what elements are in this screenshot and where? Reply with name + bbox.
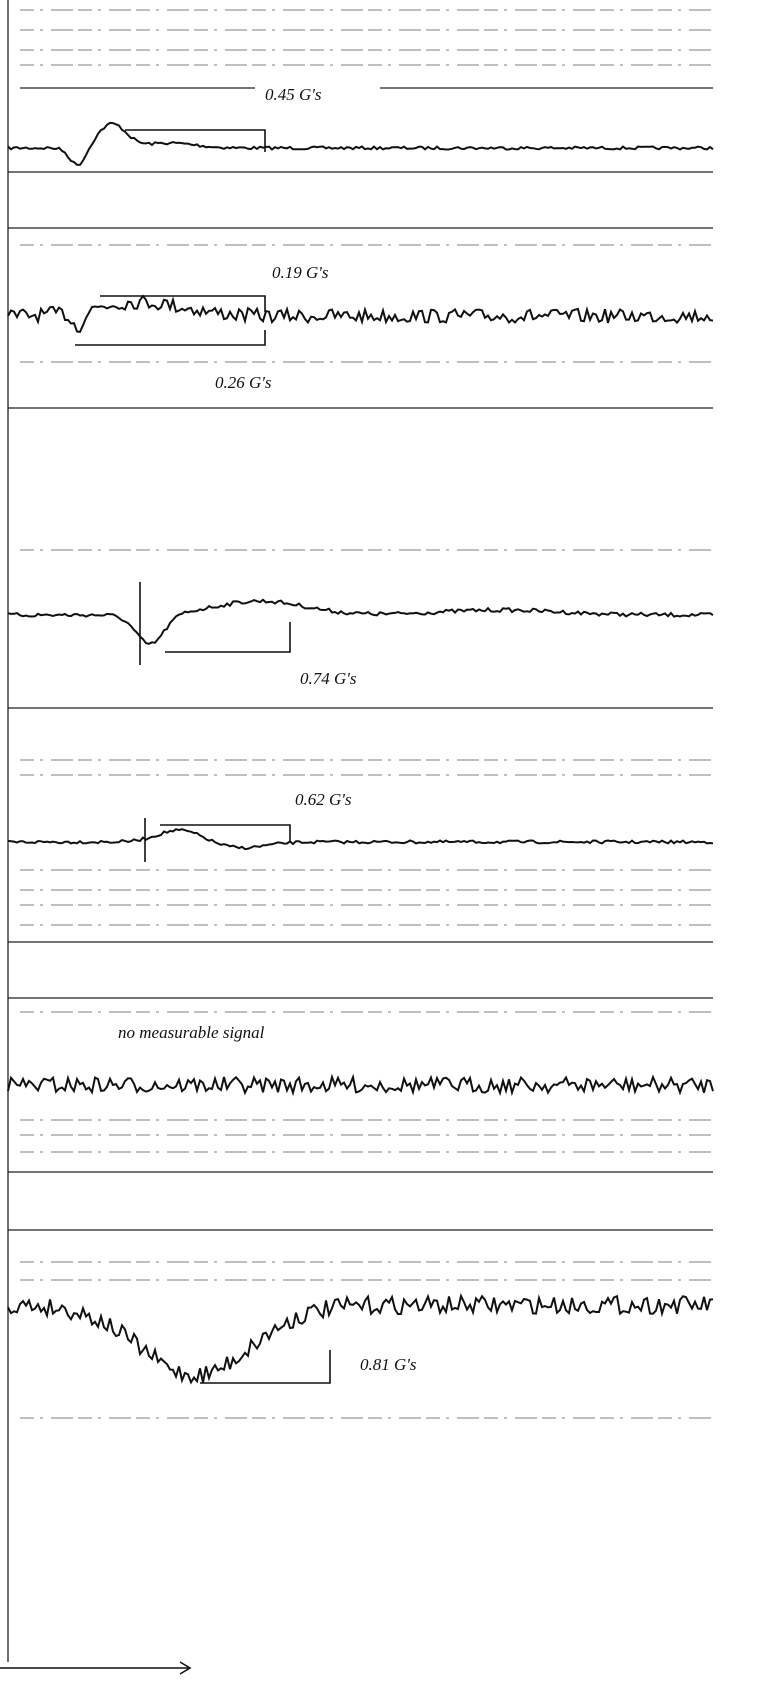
channel-5: no measurable signal: [8, 1011, 713, 1231]
traces: [7, 121, 714, 1385]
signal-trace: [7, 598, 714, 645]
signal-trace: [7, 1293, 714, 1385]
signal-trace: [7, 828, 714, 851]
signal-trace: [7, 1073, 714, 1097]
annotation: 0.45 G's: [265, 85, 322, 104]
bracket: [125, 129, 266, 152]
annotation: 0.81 G's: [360, 1355, 417, 1374]
annotation: 0.19 G's: [272, 263, 329, 282]
annotation: no measurable signal: [118, 1023, 265, 1042]
bracket: [200, 1350, 331, 1384]
bracket: [75, 330, 266, 346]
signal-trace: [7, 294, 714, 333]
channel-1: 0.45 G's: [8, 9, 713, 229]
bracket: [100, 295, 266, 312]
bracket: [139, 582, 291, 665]
channel-3: 0.74 G's: [8, 549, 713, 709]
signal-trace: [7, 121, 714, 166]
annotation: 0.26 G's: [215, 373, 272, 392]
annotation: 0.74 G's: [300, 669, 357, 688]
channel-4: 0.62 G's: [8, 759, 713, 999]
channel-6: 0.81 G's: [20, 1261, 713, 1419]
annotation: 0.62 G's: [295, 790, 352, 809]
channel-2: 0.19 G's 0.26 G's: [8, 244, 713, 409]
bracket: [144, 818, 291, 862]
time-arrow: [0, 1661, 192, 1675]
